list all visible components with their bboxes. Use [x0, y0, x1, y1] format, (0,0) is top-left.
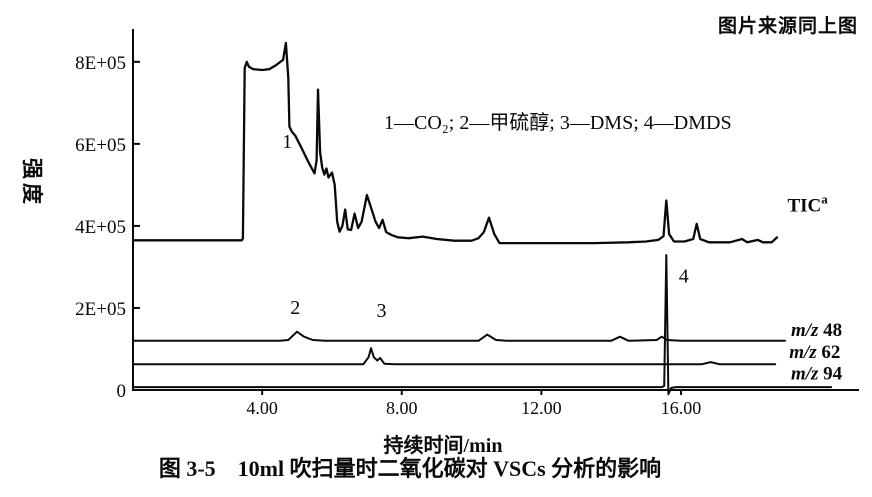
trace-label-mz48: m/z 48: [791, 320, 842, 341]
x-tick-label: 8.00: [386, 398, 418, 418]
y-tick-label: 8E+05: [75, 53, 126, 74]
peak-label-4: 4: [679, 266, 689, 288]
trace-tic: [131, 41, 779, 245]
x-tick-label: 12.00: [521, 398, 562, 418]
source-note: 图片来源同上图: [717, 16, 858, 37]
trace-mz62: [132, 347, 777, 366]
y-tick-label: 2E+05: [75, 299, 126, 320]
trace-mz94: [132, 254, 833, 396]
x-tick-label: 16.00: [661, 398, 702, 418]
peak-label-3: 3: [377, 300, 387, 322]
trace-label-mz94: m/z 94: [791, 364, 843, 385]
y-tick-label: 4E+05: [75, 217, 126, 238]
y-tick-label: 0: [117, 381, 127, 402]
x-axis-title: 持续时间/min: [383, 435, 503, 457]
trace-mz48: [132, 330, 786, 342]
chromatogram-chart: 8E+05 6E+05 4E+05 2E+05 0 4.00 8.00 12.00 16.00 T…: [75, 29, 859, 418]
trace-label-tic: TICa: [787, 192, 828, 217]
figure-caption: 图 3-5 10ml 吹扫量时二氧化碳对 VSCs 分析的影响: [158, 456, 662, 481]
peak-label-2: 2: [290, 297, 300, 319]
peak-label-1: 1: [282, 131, 292, 153]
x-tick-label: 4.00: [246, 398, 278, 418]
trace-label-mz62: m/z 62: [789, 342, 840, 363]
y-tick-label: 6E+05: [75, 135, 126, 156]
y-axis-title: 强度: [20, 158, 44, 208]
peak-legend: 1—CO₂; 2—甲硫醇; 3—DMS; 4—DMDS: [384, 112, 732, 134]
